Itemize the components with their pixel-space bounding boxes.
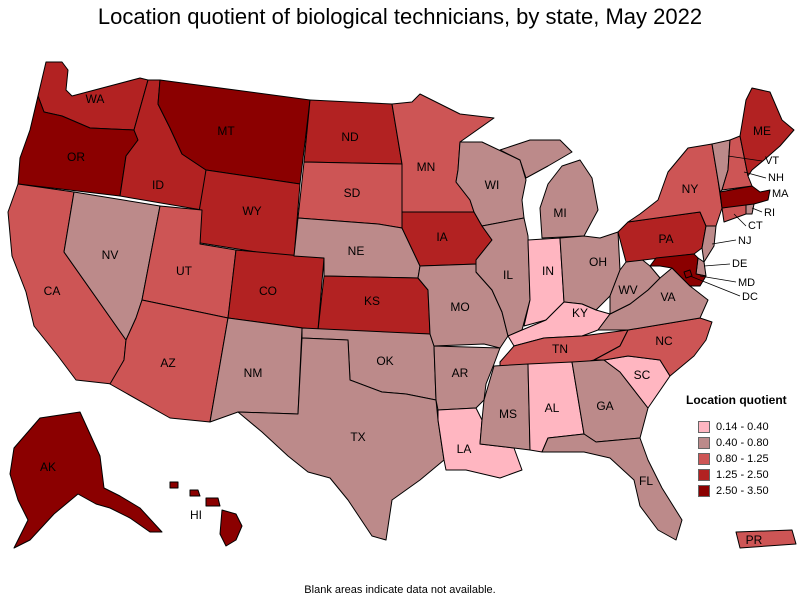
state-label-ID: ID: [152, 178, 164, 192]
state-label-WV: WV: [618, 283, 637, 297]
state-WI[interactable]: [455, 141, 527, 227]
state-DC[interactable]: [683, 269, 693, 279]
state-MI[interactable]: [499, 139, 599, 239]
state-label-MT: MT: [217, 124, 235, 138]
state-WV[interactable]: [609, 257, 661, 315]
state-label-ME: ME: [753, 124, 771, 138]
state-label-AZ: AZ: [160, 356, 175, 370]
legend-swatch: [698, 469, 710, 481]
state-label-CT: CT: [748, 220, 763, 232]
state-NJ[interactable]: [701, 225, 717, 263]
legend-label: 2.50 - 3.50: [716, 485, 769, 497]
state-label-MO: MO: [450, 300, 469, 314]
state-label-RI: RI: [764, 207, 775, 219]
state-RI[interactable]: [745, 203, 755, 215]
state-label-HI: HI: [190, 508, 202, 522]
state-label-TX: TX: [350, 430, 365, 444]
state-AK[interactable]: [9, 411, 163, 549]
state-label-AR: AR: [452, 366, 469, 380]
state-label-SC: SC: [634, 368, 651, 382]
state-IL[interactable]: [475, 217, 531, 337]
state-ME[interactable]: [739, 87, 795, 177]
state-label-WI: WI: [485, 178, 500, 192]
state-label-GA: GA: [596, 399, 613, 413]
state-label-MS: MS: [499, 407, 517, 421]
state-label-AK: AK: [40, 460, 56, 474]
state-label-NC: NC: [655, 334, 673, 348]
state-label-FL: FL: [639, 474, 653, 488]
legend-item: 1.25 - 2.50: [686, 467, 796, 483]
state-label-UT: UT: [176, 264, 193, 278]
state-labels: WA OR CA ID NV MT WY UT AZ CO NM ND SD NE KS OK TX MN IA MO…: [40, 92, 789, 547]
state-label-NV: NV: [102, 248, 119, 262]
legend-label: 1.25 - 2.50: [716, 469, 769, 481]
state-PR[interactable]: [735, 529, 797, 549]
legend-swatch: [698, 453, 710, 465]
legend-title: Location quotient: [686, 393, 787, 407]
leader-lines: [689, 155, 767, 297]
state-label-IN: IN: [542, 264, 554, 278]
state-label-VA: VA: [660, 290, 675, 304]
state-NY[interactable]: [627, 143, 723, 227]
state-label-MD: MD: [738, 277, 755, 289]
legend-label: 0.40 - 0.80: [716, 437, 769, 449]
state-FL[interactable]: [541, 433, 683, 541]
legend-item: 0.40 - 0.80: [686, 435, 796, 451]
legend-swatch: [698, 437, 710, 449]
state-label-DE: DE: [732, 258, 747, 270]
state-HI[interactable]: [169, 481, 243, 547]
state-label-LA: LA: [457, 442, 472, 456]
state-label-CA: CA: [44, 284, 61, 298]
footnote: Blank areas indicate data not available.: [304, 584, 496, 596]
legend-item: 0.14 - 0.40: [686, 419, 796, 435]
state-label-WY: WY: [242, 204, 261, 218]
state-label-CO: CO: [259, 284, 277, 298]
state-label-WA: WA: [86, 92, 105, 106]
state-label-PR: PR: [746, 533, 763, 547]
state-label-NE: NE: [348, 244, 365, 258]
state-label-OR: OR: [67, 150, 85, 164]
state-label-VT: VT: [765, 155, 779, 167]
state-label-MN: MN: [417, 160, 436, 174]
map-title: Location quotient of biological technici…: [97, 4, 703, 29]
state-label-DC: DC: [742, 291, 758, 303]
state-MA[interactable]: [719, 185, 771, 209]
legend: Location quotient 0.14 - 0.40 0.40 - 0.8…: [686, 393, 796, 499]
state-label-IL: IL: [503, 268, 513, 282]
state-label-NJ: NJ: [738, 235, 751, 247]
state-label-OH: OH: [589, 255, 607, 269]
state-label-KS: KS: [364, 294, 380, 308]
state-label-ND: ND: [341, 130, 359, 144]
legend-label: 0.80 - 1.25: [716, 453, 769, 465]
state-label-MA: MA: [772, 188, 789, 200]
legend-swatch: [698, 485, 710, 497]
legend-item: 2.50 - 3.50: [686, 483, 796, 499]
legend-label: 0.14 - 0.40: [716, 421, 769, 433]
state-label-NM: NM: [244, 366, 263, 380]
state-label-SD: SD: [344, 186, 361, 200]
state-label-PA: PA: [658, 232, 673, 246]
state-label-IA: IA: [436, 230, 447, 244]
state-MD[interactable]: [649, 253, 707, 287]
state-label-NY: NY: [682, 182, 699, 196]
legend-item: 0.80 - 1.25: [686, 451, 796, 467]
state-label-OK: OK: [376, 354, 393, 368]
state-label-KY: KY: [572, 306, 588, 320]
state-NC[interactable]: [593, 317, 713, 377]
legend-swatch: [698, 421, 710, 433]
state-label-NH: NH: [768, 172, 784, 184]
state-label-AL: AL: [545, 401, 560, 415]
state-label-TN: TN: [552, 342, 568, 356]
state-TX[interactable]: [237, 337, 445, 541]
state-label-MI: MI: [553, 206, 566, 220]
